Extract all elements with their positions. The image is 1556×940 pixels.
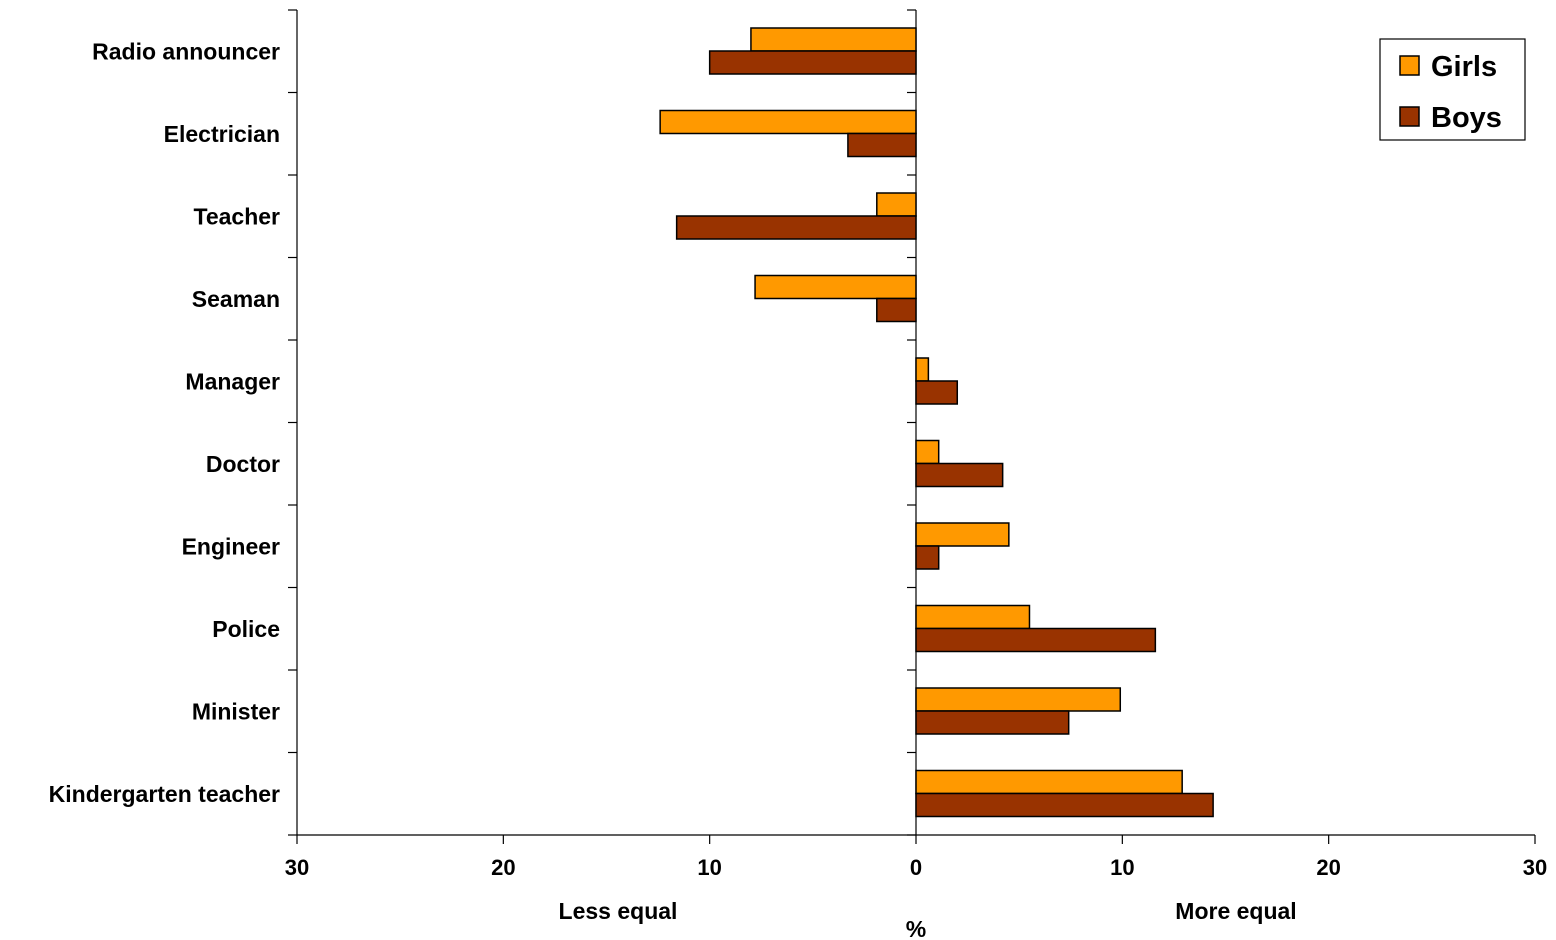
more-equal-annotation: More equal: [1175, 898, 1296, 924]
bar-girls: [915, 604, 1031, 630]
less-equal-annotation: Less equal: [559, 898, 678, 924]
x-tick-label: 20: [1316, 855, 1340, 880]
legend-swatch-girls: [1399, 55, 1420, 76]
bar-boys: [915, 380, 959, 405]
category-labels: Radio announcer Electrician Teacher Seaman M…: [49, 38, 280, 807]
bar-girls: [754, 274, 917, 300]
x-tick-label: 30: [1523, 855, 1547, 880]
legend-label-boys: Boys: [1431, 102, 1502, 134]
bar-girls: [876, 192, 917, 217]
category-label: Manager: [185, 368, 280, 394]
legend-swatch-boys: [1399, 106, 1420, 127]
category-label: Teacher: [193, 203, 280, 229]
bar-boys: [915, 792, 1214, 818]
bar-girls: [659, 109, 917, 135]
category-label: Doctor: [206, 451, 280, 477]
tick-labels: 30 20 10 0 10 20 30: [285, 855, 1547, 880]
bar-boys: [915, 462, 1004, 488]
bars: [659, 27, 1214, 818]
category-label: Engineer: [182, 533, 280, 559]
bar-boys: [847, 132, 917, 158]
category-label: Electrician: [164, 121, 280, 147]
x-tick-label: 30: [285, 855, 309, 880]
category-label: Radio announcer: [92, 38, 280, 64]
category-label: Seaman: [192, 286, 280, 312]
bar-girls: [915, 769, 1183, 795]
bar-boys: [915, 627, 1157, 653]
bar-boys: [675, 215, 917, 240]
x-tick-label: 10: [697, 855, 721, 880]
bar-girls: [915, 687, 1122, 712]
x-tick-label: 0: [910, 855, 922, 880]
x-tick-label: 10: [1110, 855, 1134, 880]
bar-boys: [708, 50, 917, 75]
bar-girls: [915, 522, 1010, 547]
bar-boys: [915, 545, 940, 570]
bar-girls: [915, 439, 940, 465]
category-label: Kindergarten teacher: [49, 781, 280, 807]
x-tick-label: 20: [491, 855, 515, 880]
bar-girls: [915, 357, 930, 382]
legend-label-girls: Girls: [1431, 51, 1497, 83]
category-label: Minister: [192, 698, 280, 724]
legend: Girls Boys: [1379, 38, 1526, 141]
bar-girls: [750, 27, 917, 52]
bar-boys: [915, 710, 1070, 735]
x-axis-label: %: [906, 916, 926, 940]
category-label: Police: [212, 616, 280, 642]
bar-boys: [876, 297, 917, 323]
